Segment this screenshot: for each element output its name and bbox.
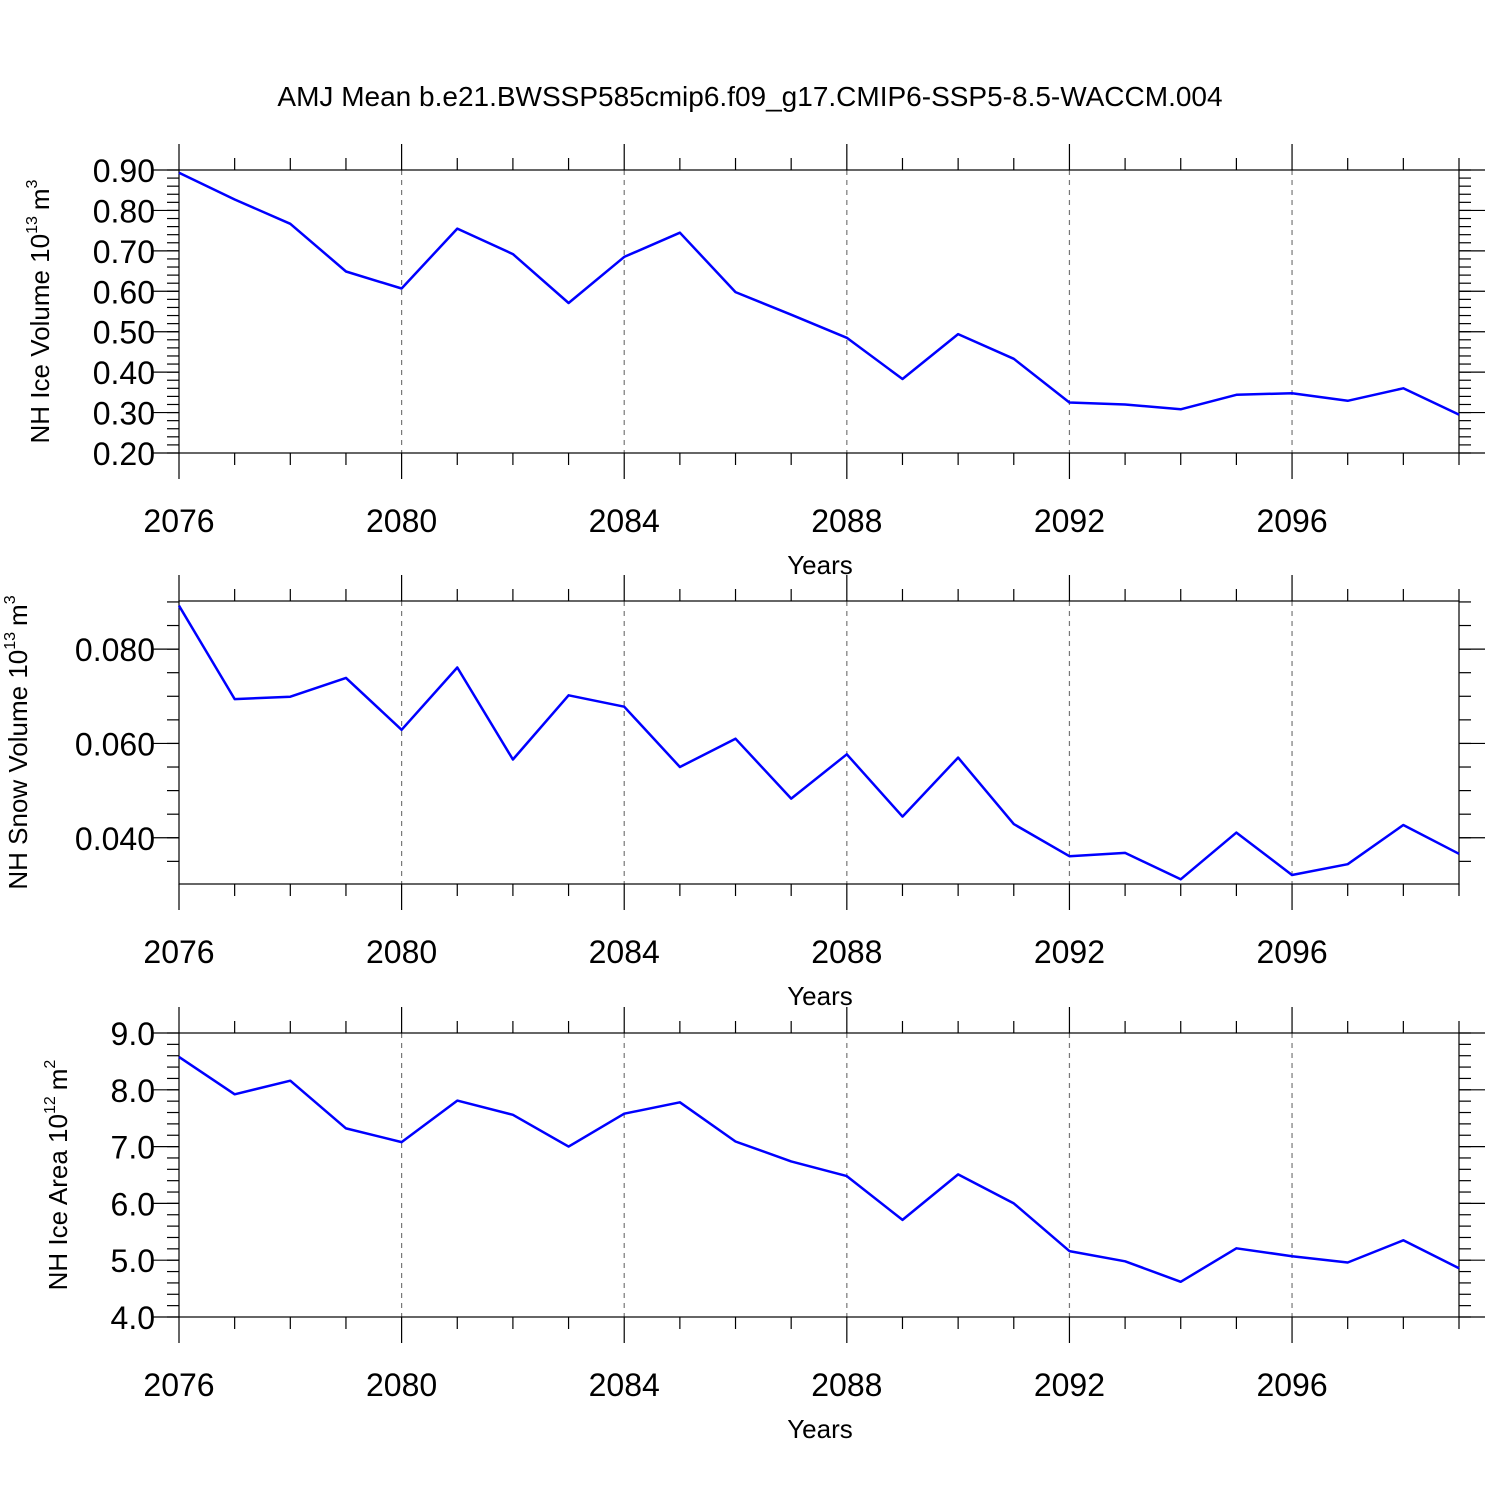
y-tick-label: 0.60	[93, 274, 155, 310]
x-tick-label: 2088	[811, 1367, 882, 1403]
y-tick-label: 0.20	[93, 436, 155, 472]
y-axis-label: NH Ice Volume 1013 m3	[24, 179, 55, 443]
x-axis-label: Years	[787, 550, 853, 580]
y-tick-label: 6.0	[111, 1186, 155, 1222]
y-axis-label: NH Snow Volume 1013 m3	[2, 595, 33, 889]
x-tick-label: 2096	[1256, 503, 1327, 539]
y-tick-label: 0.30	[93, 396, 155, 432]
chart-panel-2: 2076 2080 2084 2088 2092 2096 Years 0.040 0.060 0…	[2, 575, 1485, 1011]
y-tick-label: 0.80	[93, 193, 155, 229]
y-axis-label-unit-exponent: 13	[2, 632, 19, 650]
y-axis-label-unit-exponent: 13	[24, 216, 41, 234]
y-axis-label-name: NH Ice Area	[43, 1143, 73, 1290]
x-tick-label: 2076	[143, 934, 214, 970]
y-axis-label: NH Ice Area 1012 m2	[42, 1060, 73, 1291]
y-tick-label: 0.70	[93, 234, 155, 270]
plot-frame	[178, 600, 1460, 885]
plot-frame	[178, 1032, 1460, 1318]
figure-title: AMJ Mean b.e21.BWSSP585cmip6.f09_g17.CMI…	[277, 81, 1222, 112]
x-tick-label: 2076	[143, 1367, 214, 1403]
x-tick-label: 2084	[589, 503, 660, 539]
x-tick-label: 2084	[589, 934, 660, 970]
x-tick-label: 2092	[1034, 1367, 1105, 1403]
y-axis-label-name: NH Ice Volume	[25, 263, 55, 444]
y-axis-label-unit-tail-exponent: 3	[2, 595, 19, 604]
y-axis-label-name: NH Snow Volume	[3, 679, 33, 890]
y-axis-label-unit-tail: m	[25, 188, 55, 210]
y-tick-label: 0.040	[75, 821, 155, 857]
series-line	[177, 605, 1460, 881]
x-tick-label: 2080	[366, 503, 437, 539]
x-tick-label: 2080	[366, 934, 437, 970]
y-tick-label: 0.90	[93, 153, 155, 189]
y-tick-label: 5.0	[111, 1243, 155, 1279]
chart-panel-3: 2076 2080 2084 2088 2092 2096 Years 4.0 5.0 6.0 7.…	[42, 1007, 1485, 1444]
x-axis-label: Years	[787, 981, 853, 1011]
series-line	[178, 171, 1460, 416]
y-axis-label-unit-base: 10	[25, 234, 55, 263]
plot-frame	[178, 169, 1460, 454]
x-tick-label: 2096	[1256, 1367, 1327, 1403]
series-line	[178, 1055, 1460, 1284]
x-tick-label: 2096	[1256, 934, 1327, 970]
y-axis-label-unit-tail: m	[43, 1069, 73, 1091]
x-tick-label: 2076	[143, 503, 214, 539]
x-axis-label: Years	[787, 1414, 853, 1444]
y-tick-label: 0.40	[93, 355, 155, 391]
x-tick-label: 2092	[1034, 934, 1105, 970]
y-axis-label-unit-base: 10	[43, 1114, 73, 1143]
x-tick-label: 2088	[811, 503, 882, 539]
y-tick-label: 4.0	[111, 1300, 155, 1336]
y-tick-label: 0.50	[93, 315, 155, 351]
y-tick-label: 0.080	[75, 632, 155, 668]
x-tick-label: 2088	[811, 934, 882, 970]
y-axis-label-unit-tail-exponent: 2	[42, 1060, 59, 1069]
y-tick-label: 0.060	[75, 726, 155, 762]
y-tick-label: 7.0	[111, 1130, 155, 1166]
y-axis-label-unit-base: 10	[3, 650, 33, 679]
chart-panel-1: 2076 2080 2084 2088 2092 2096 Years 0.20 0.30 0.4…	[24, 144, 1485, 580]
x-tick-label: 2092	[1034, 503, 1105, 539]
y-axis-label-unit-tail-exponent: 3	[24, 179, 41, 188]
y-tick-label: 9.0	[111, 1016, 155, 1052]
x-tick-label: 2080	[366, 1367, 437, 1403]
y-tick-label: 8.0	[111, 1073, 155, 1109]
y-axis-label-unit-exponent: 12	[42, 1096, 59, 1114]
y-axis-label-unit-tail: m	[3, 604, 33, 626]
panels: 2076 2080 2084 2088 2092 2096 Years 0.20 0.30 0.4…	[2, 144, 1485, 1444]
x-tick-label: 2084	[589, 1367, 660, 1403]
